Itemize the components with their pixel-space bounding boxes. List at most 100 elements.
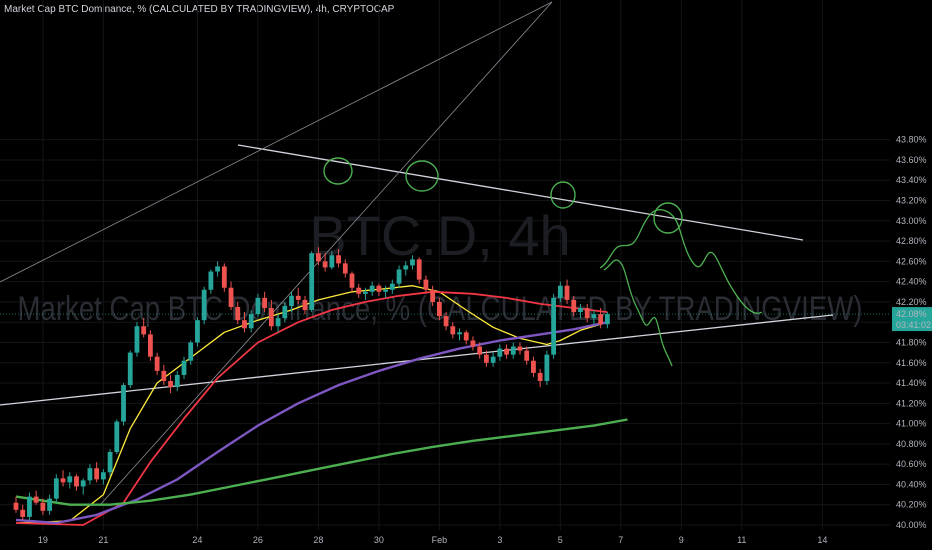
highlight-circle	[323, 157, 353, 185]
candle	[356, 283, 362, 298]
candle-body	[436, 301, 442, 317]
y-tick-label: 41.60%	[896, 358, 927, 368]
candle	[121, 383, 126, 426]
candle-body	[215, 266, 220, 272]
candle	[13, 496, 19, 513]
candle	[457, 328, 462, 341]
x-tick-label: 7	[618, 535, 623, 545]
candle-body	[591, 314, 597, 319]
candle	[403, 261, 409, 276]
fan-line-upper	[0, 1, 553, 283]
grid-lines	[0, 0, 890, 530]
candle-body	[302, 299, 308, 311]
candle-body	[181, 360, 187, 375]
x-tick-label: 14	[817, 535, 827, 545]
candle-body	[168, 381, 173, 388]
candle	[571, 295, 577, 317]
candle	[74, 474, 79, 491]
candle-body	[396, 269, 402, 284]
candle-body	[161, 370, 167, 382]
candle-body	[94, 468, 100, 480]
y-tick-label: 43.20%	[896, 196, 927, 206]
candle	[309, 251, 315, 313]
candle-body	[74, 476, 79, 487]
x-tick-label: 24	[192, 535, 202, 545]
candle	[255, 293, 261, 318]
candle	[349, 271, 355, 292]
candle-body	[369, 285, 375, 292]
candle-body	[356, 287, 362, 294]
candle	[154, 352, 160, 375]
candle-body	[295, 295, 301, 300]
candle	[531, 356, 536, 377]
candle-body	[430, 289, 436, 302]
candle	[268, 299, 274, 331]
candle-body	[342, 263, 348, 274]
candle	[383, 285, 388, 298]
candle	[504, 344, 509, 359]
candle	[262, 291, 268, 313]
candle-body	[316, 253, 321, 262]
candle-body	[504, 348, 509, 355]
candle	[80, 478, 86, 495]
candle	[517, 342, 523, 355]
moving-average-line	[15, 290, 608, 526]
candle	[551, 293, 556, 359]
candle	[329, 251, 335, 270]
candle	[107, 448, 113, 477]
moving-average-line	[15, 321, 608, 525]
x-tick-label: 26	[253, 535, 263, 545]
candle	[228, 281, 234, 311]
candle-body	[497, 348, 503, 357]
candle	[322, 253, 328, 272]
candle	[40, 498, 46, 515]
candle	[168, 374, 173, 394]
candle	[557, 281, 563, 302]
candle-body	[262, 297, 268, 309]
candle-body	[598, 314, 604, 325]
y-tick-label: 41.20%	[896, 398, 927, 408]
candle-body	[544, 354, 550, 382]
candle-body	[477, 346, 483, 355]
candle	[376, 283, 382, 296]
candle-body	[148, 334, 153, 357]
candle	[450, 322, 456, 339]
candle-body	[578, 308, 583, 313]
candle	[33, 490, 39, 505]
candle	[423, 275, 429, 294]
candle	[60, 470, 66, 487]
candle-body	[416, 259, 422, 280]
y-tick-label: 40.80%	[896, 439, 927, 449]
candle	[484, 350, 489, 367]
candle	[87, 464, 93, 485]
candle-body	[524, 350, 530, 361]
candle-body	[53, 478, 59, 499]
candle-body	[228, 287, 234, 307]
candle-body	[557, 285, 563, 298]
candle-body	[195, 320, 200, 343]
x-tick-label: 5	[558, 535, 563, 545]
highlight-circle	[653, 202, 683, 234]
candle-body	[127, 352, 133, 386]
candle	[604, 312, 610, 329]
candle	[591, 310, 597, 325]
candle	[295, 287, 301, 304]
fan-line-lower	[99, 1, 553, 506]
candle-body	[403, 265, 409, 270]
candle-body	[114, 421, 120, 452]
x-tick-label: 30	[374, 535, 384, 545]
moving-average-line	[15, 285, 608, 524]
candle-body	[329, 255, 335, 268]
candle	[67, 472, 73, 489]
candle	[537, 368, 543, 388]
candle	[524, 346, 530, 365]
candle-body	[60, 478, 66, 483]
chart-title: Market Cap BTC Dominance, % (CALCULATED …	[4, 4, 395, 15]
candle	[208, 269, 214, 294]
candle-body	[100, 472, 106, 480]
moving-averages	[15, 285, 628, 526]
y-tick-label: 40.20%	[896, 500, 927, 510]
candle-body	[201, 289, 207, 321]
candle	[470, 336, 476, 351]
